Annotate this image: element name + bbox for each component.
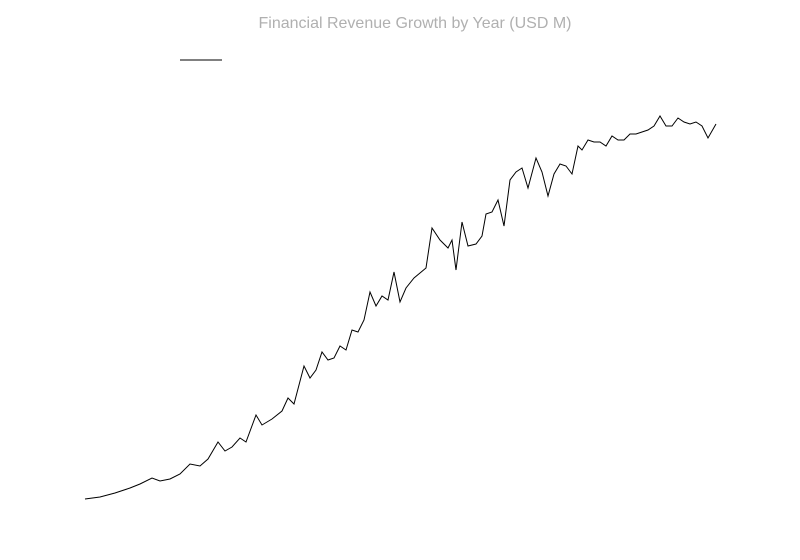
series-line [84,115,717,500]
chart-title: Financial Revenue Growth by Year (USD M) [258,15,571,32]
